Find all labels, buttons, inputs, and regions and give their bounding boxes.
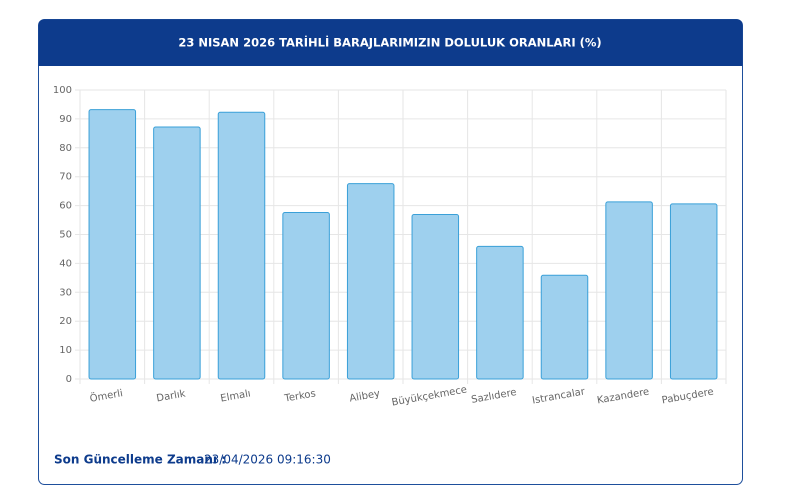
x-tick-label: Darlık	[156, 388, 187, 404]
y-tick-label: 40	[59, 258, 72, 269]
bar	[476, 245, 524, 380]
y-tick-label: 0	[66, 374, 72, 385]
x-tick-label: Elmalı	[220, 388, 252, 404]
y-tick-label: 50	[59, 230, 72, 241]
y-tick-label: 70	[59, 172, 72, 183]
y-tick-label: 80	[59, 143, 72, 154]
footer-label: Son Güncelleme Zamanı :	[54, 453, 226, 467]
footer-value: 23/04/2026 09:16:30	[204, 453, 331, 467]
y-tick-label: 10	[59, 345, 72, 356]
y-tick-label: 30	[59, 287, 72, 298]
bar	[346, 183, 395, 380]
bar	[217, 111, 266, 380]
y-tick-label: 20	[59, 316, 72, 327]
bar	[88, 109, 137, 380]
chart-title: 23 NISAN 2026 TARİHLİ BARAJLARIMIZIN DOL…	[178, 35, 601, 50]
bar	[605, 201, 653, 380]
y-tick-label: 100	[53, 85, 72, 96]
y-tick-label: 60	[59, 201, 72, 212]
x-tick-label: Alibey	[349, 388, 381, 404]
bar	[411, 214, 460, 380]
bar	[282, 212, 330, 380]
bar	[540, 274, 589, 380]
card-header	[38, 19, 743, 66]
y-tick-label: 90	[59, 114, 72, 125]
bar	[153, 126, 201, 380]
bar	[669, 203, 718, 380]
